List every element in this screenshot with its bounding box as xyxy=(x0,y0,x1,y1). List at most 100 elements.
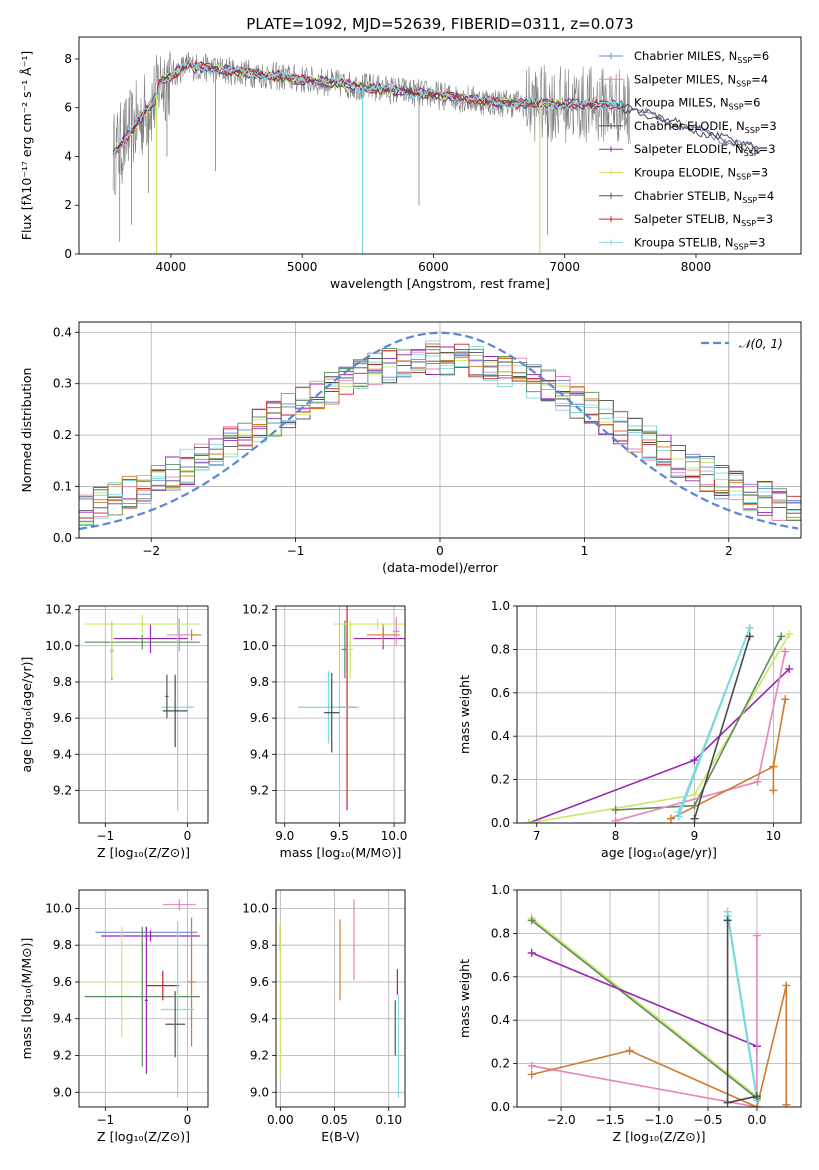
y-tick-label: 9.4 xyxy=(250,747,269,761)
legend-label: Chabrier ELODIE, NSSP=3 xyxy=(634,119,777,135)
x-tick-label: 8 xyxy=(612,829,620,843)
axes-frame xyxy=(275,605,406,824)
y-tick-label: 9.8 xyxy=(53,675,72,689)
weight-series-line xyxy=(531,935,758,1107)
y-tick-label: 9.0 xyxy=(250,1085,269,1099)
y-axis-label: mass [log₁₀(M/M⊙)] xyxy=(19,938,34,1060)
legend: Chabrier MILES, NSSP=6 Salpeter MILES, NS… xyxy=(599,49,777,251)
x-tick-label: 6000 xyxy=(418,260,449,274)
x-tick-label: 9 xyxy=(691,829,699,843)
weight-point-marker xyxy=(611,816,620,823)
x-tick-label: 0 xyxy=(184,829,192,843)
panel-weight_vs_Z: −2.0 −1.5 −1.0 −0.5 0.0 0.0 0.2 0.4 0.6 0.8 1.0 Z [… xyxy=(457,883,802,1144)
weight-point-marker xyxy=(690,790,699,799)
x-tick-label: 0.10 xyxy=(375,1113,402,1127)
legend-suffix: =3 xyxy=(751,166,768,180)
legend-suffix: =3 xyxy=(759,142,776,156)
x-tick-label: 9.0 xyxy=(275,829,294,843)
plot-area xyxy=(279,899,400,1098)
legend-suffix: =3 xyxy=(749,235,766,249)
error-bar-point xyxy=(113,624,188,654)
axes-frame xyxy=(275,889,406,1108)
weight-series-line xyxy=(531,919,758,1099)
legend-label: 𝒩(0, 1) xyxy=(739,337,783,351)
x-tick-label: −1 xyxy=(287,544,305,558)
panel-age_vs_Z: −1 0 9.2 9.4 9.6 9.8 10.0 10.2 Z [log₁₀(Z/Z⊙)] ag… xyxy=(19,603,209,860)
x-tick-label: 5000 xyxy=(287,260,318,274)
y-tick-label: 6 xyxy=(64,101,72,115)
plot-area xyxy=(112,51,761,254)
x-tick-label: 7 xyxy=(533,829,541,843)
error-bar-point xyxy=(161,921,195,1098)
y-tick-label: 0.8 xyxy=(491,926,510,940)
weight-point-marker xyxy=(527,916,536,925)
error-bar-point xyxy=(347,620,354,679)
axes-frame xyxy=(516,889,802,1108)
y-tick-label: 10.2 xyxy=(45,603,72,617)
histogram-step xyxy=(79,348,801,526)
weight-series-line xyxy=(531,952,758,1047)
y-tick-label: 0 xyxy=(64,247,72,261)
legend-subscript: SSP xyxy=(744,149,759,158)
x-tick-label: 1 xyxy=(581,544,589,558)
y-tick-label: 9.8 xyxy=(53,938,72,952)
legend-label: Salpeter STELIB, NSSP=3 xyxy=(634,212,773,228)
legend-label: Chabrier STELIB, NSSP=4 xyxy=(634,189,774,205)
y-tick-label: 10.0 xyxy=(45,639,72,653)
x-tick-label: −1.5 xyxy=(595,1113,624,1127)
y-tick-label: 9.2 xyxy=(53,1049,72,1063)
plot-area xyxy=(84,606,202,811)
y-tick-label: 1.0 xyxy=(491,599,510,613)
error-bar-point xyxy=(165,674,169,719)
y-tick-label: 4 xyxy=(64,149,72,163)
y-tick-label: 10.0 xyxy=(242,639,269,653)
legend-label: Kroupa ELODIE, NSSP=3 xyxy=(634,166,768,182)
x-tick-label: 0.0 xyxy=(747,1113,766,1127)
panel-age_vs_mass: 9.0 9.5 10.0 9.2 9.4 9.6 9.8 10.0 10.2 mass [log₁… xyxy=(242,603,408,860)
plot-area xyxy=(79,331,801,531)
legend-label: Chabrier MILES, NSSP=6 xyxy=(634,49,769,65)
y-axis-label: mass weight xyxy=(457,675,472,754)
figure-title: PLATE=1092, MJD=52639, FIBERID=0311, z=0… xyxy=(246,15,633,33)
x-axis-label: Z [log₁₀(Z/Z⊙)] xyxy=(97,1129,190,1144)
legend-subscript: SSP xyxy=(734,242,749,251)
weight-series-line xyxy=(677,627,751,817)
weight-point-marker xyxy=(527,948,536,957)
weight-point-marker xyxy=(527,1070,536,1079)
model-line xyxy=(112,62,618,154)
axes-frame xyxy=(78,605,209,824)
weight-point-marker xyxy=(769,762,778,771)
x-tick-label: −1.0 xyxy=(644,1113,673,1127)
plot-area xyxy=(80,899,200,1098)
x-tick-label: 10.0 xyxy=(381,829,408,843)
error-bar-point xyxy=(187,917,196,1047)
x-tick-label: −1 xyxy=(96,1113,114,1127)
panel-spectrum: 4000 5000 6000 7000 8000 0 2 4 6 8 wavelength [Ang… xyxy=(19,36,802,291)
weight-point-marker xyxy=(745,623,754,632)
x-tick-label: −2.0 xyxy=(546,1113,575,1127)
y-tick-label: 0.4 xyxy=(491,1013,510,1027)
x-tick-label: 0 xyxy=(184,1113,192,1127)
error-bar-point xyxy=(324,672,340,753)
error-bar-point xyxy=(110,620,114,679)
panel-mass_vs_Z: −1 0 9.0 9.2 9.4 9.6 9.8 10.0 Z [log₁₀(Z/Z⊙)] mas… xyxy=(19,889,209,1144)
y-tick-label: 10.0 xyxy=(242,901,269,915)
legend: 𝒩(0, 1) xyxy=(701,337,783,351)
y-tick-label: 0.0 xyxy=(491,816,510,830)
legend-suffix: =6 xyxy=(744,96,761,110)
weight-point-marker xyxy=(690,814,699,823)
y-tick-label: 0.3 xyxy=(53,377,72,391)
spectrum-data-line xyxy=(112,51,631,195)
x-axis-label: wavelength [Angstrom, rest frame] xyxy=(330,276,550,291)
y-tick-label: 9.0 xyxy=(53,1085,72,1099)
error-bar-point xyxy=(144,926,149,1074)
x-tick-label: 8000 xyxy=(681,260,712,274)
error-bar-point xyxy=(392,616,400,646)
x-axis-label: mass [log₁₀(M/M⊙)] xyxy=(280,845,402,860)
plot-area xyxy=(524,623,794,823)
y-tick-label: 9.6 xyxy=(250,711,269,725)
weight-series-line xyxy=(693,636,751,819)
axes-frame xyxy=(78,36,802,255)
